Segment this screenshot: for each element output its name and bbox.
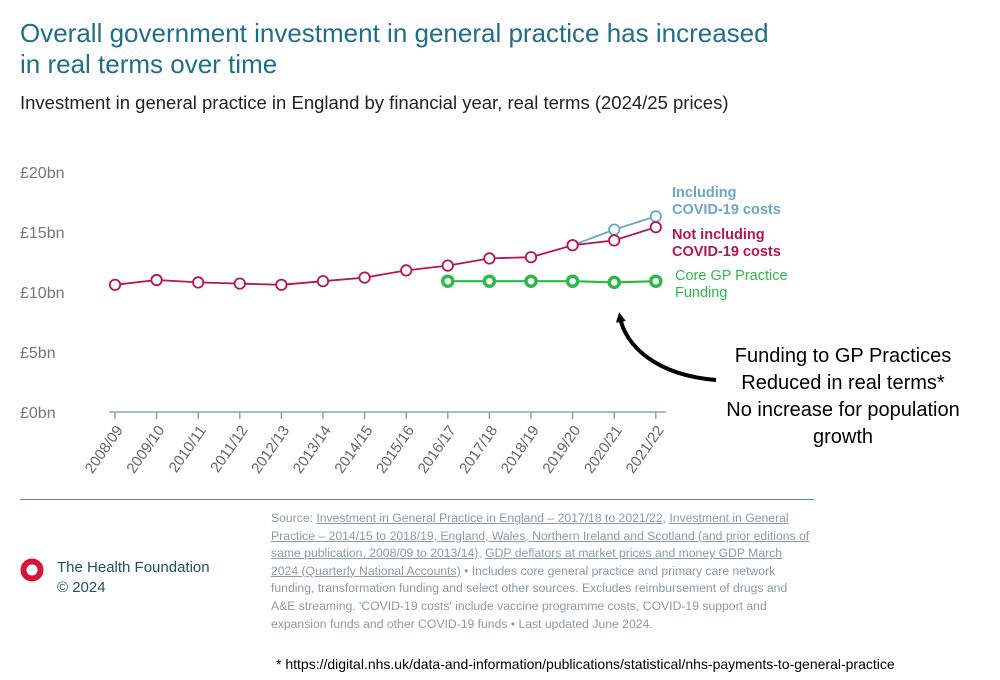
y-tick-label: £10bn (20, 285, 65, 302)
data-point (150, 273, 163, 287)
data-point (316, 275, 330, 288)
data-point (192, 276, 205, 289)
x-tick-label: 2014/15 (331, 423, 376, 477)
data-point (275, 278, 288, 291)
x-tick-label: 2020/21 (581, 423, 626, 477)
x-tick-label: 2017/18 (456, 423, 501, 477)
chart-subtitle: Investment in general practice in Englan… (20, 92, 729, 113)
data-point (524, 251, 538, 264)
data-point (608, 223, 621, 236)
annotation-line: Funding to GP Practices (735, 345, 951, 367)
annotation-line: growth (813, 426, 873, 448)
data-point (649, 274, 663, 288)
annotation-arrow (615, 312, 717, 382)
data-point (608, 234, 621, 247)
series-2 (441, 274, 663, 290)
x-tick-label: 2008/09 (82, 423, 127, 477)
data-point (233, 277, 246, 290)
data-point (649, 221, 662, 234)
series-label-line: COVID-19 costs (672, 244, 781, 260)
source-label: Source: (271, 511, 317, 525)
y-tick-label: £15bn (20, 225, 65, 242)
data-point (358, 271, 371, 284)
x-tick-label: 2011/12 (207, 423, 251, 476)
source-link-2[interactable]: Investment in General Practice – 2014/15… (271, 511, 810, 561)
x-tick-label: 2010/11 (166, 423, 210, 476)
copyright: © 2024 (57, 579, 106, 596)
series-line (447, 280, 656, 284)
x-tick-label: 2021/22 (623, 423, 668, 477)
data-point (524, 274, 538, 288)
data-point (108, 278, 122, 291)
x-tick-label: 2015/16 (373, 423, 418, 477)
y-tick-label: £20bn (20, 165, 65, 182)
line-chart: £0bn£5bn£10bn£15bn£20bn2008/092009/10201… (20, 165, 960, 477)
series-label-line: Funding (675, 285, 727, 301)
data-point (565, 274, 580, 288)
annotation-line: Reduced in real terms* (741, 372, 945, 394)
source-separator: , (478, 546, 486, 561)
series-line (114, 226, 657, 286)
x-tick-label: 2018/19 (498, 423, 543, 477)
series-1 (108, 221, 662, 291)
source-link-1[interactable]: Investment in General Practice in Englan… (316, 511, 663, 525)
y-tick-label: £5bn (20, 345, 56, 362)
series-label: Including COVID-19 costs (672, 185, 781, 218)
series-label: Not including COVID-19 costs (672, 227, 781, 260)
annotation-line: No increase for population (726, 399, 959, 421)
data-point (441, 259, 454, 272)
chart-title: Overall government investment in general… (20, 18, 769, 79)
source-details: • Includes core general practice and pri… (271, 563, 788, 631)
annotation-text: Funding to GP Practices Reduced in real t… (726, 345, 959, 448)
x-tick-label: 2019/20 (539, 423, 584, 477)
x-tick-label: 2009/10 (123, 423, 168, 477)
x-tick-label: 2013/14 (290, 423, 335, 477)
source-note: Source: Investment in General Practice i… (271, 510, 811, 633)
data-point (649, 210, 662, 223)
x-tick-label: 2012/13 (248, 423, 293, 477)
organisation-name: The Health Foundation (57, 559, 210, 576)
series-label-line: Core GP Practice (675, 268, 788, 284)
series-label-line: COVID-19 costs (672, 202, 781, 218)
series-label-line: Including (672, 185, 736, 201)
footer-divider (20, 499, 814, 500)
source-separator: , (662, 511, 670, 525)
data-point (441, 274, 455, 288)
health-foundation-logo-icon (20, 558, 44, 582)
footnote-url[interactable]: * https://digital.nhs.uk/data-and-inform… (276, 656, 895, 672)
series-label: Core GP Practice Funding (675, 268, 788, 301)
x-tick-label: 2016/17 (415, 423, 460, 477)
series-label-line: Not including (672, 227, 765, 243)
data-point (400, 264, 413, 277)
y-tick-label: £0bn (20, 405, 56, 422)
data-point (483, 252, 496, 265)
data-point (566, 239, 579, 252)
source-link-3[interactable]: GDP deflators at market prices and money… (271, 546, 783, 578)
data-point (482, 274, 497, 288)
data-point (607, 275, 621, 290)
